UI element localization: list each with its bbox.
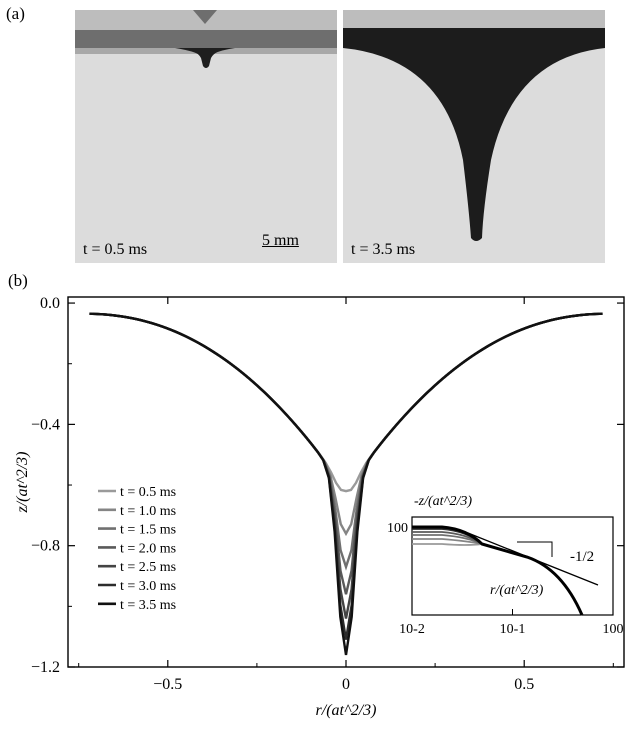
inset-chart: 10-2 10-1 100 100 -z/(at^2/3) r/(at^2/3) -1/2 [387, 494, 624, 637]
x-axis-label: r/(at^2/3) [316, 702, 377, 719]
y-tick-label: 0.0 [40, 295, 60, 312]
series-curve [121, 315, 571, 493]
panel-b-label: (b) [8, 271, 28, 290]
legend-label: t = 2.0 ms [120, 541, 176, 556]
legend-label: t = 1.0 ms [120, 504, 176, 519]
y-tick-label: −0.4 [31, 416, 60, 433]
legend-label: t = 1.5 ms [120, 523, 176, 538]
x-tick-label: 0 [342, 676, 350, 693]
scale-bar-label: 5 mm [262, 232, 299, 249]
main-chart: −0.5 0 0.5 0.0 −0.4 −0.8 −1.2 r/(at^2/3) z/(at^2… [14, 295, 625, 719]
inset-x-tick-label: 100 [603, 622, 624, 637]
inset-y-tick-label: 100 [387, 521, 408, 536]
photo-image-early [75, 10, 337, 263]
y-tick-label: −1.2 [31, 659, 60, 676]
photo-t-3-5ms: t = 3.5 ms [343, 10, 605, 263]
legend-label: t = 0.5 ms [120, 485, 176, 500]
series-curve [89, 312, 603, 656]
inset-y-label: -z/(at^2/3) [414, 494, 472, 509]
legend-label: t = 3.0 ms [120, 579, 176, 594]
y-tick-label: −0.8 [31, 538, 60, 555]
legend-label: t = 3.5 ms [120, 598, 176, 613]
inset-slope-label: -1/2 [570, 549, 594, 565]
inset-slope-line [467, 532, 599, 586]
y-axis-label: z/(at^2/3) [14, 452, 31, 514]
photo-time-label: t = 3.5 ms [351, 241, 416, 258]
legend-label: t = 2.5 ms [120, 560, 176, 575]
x-tick-label: 0.5 [514, 676, 534, 693]
inset-x-tick-label: 10-2 [399, 622, 425, 637]
inset-x-tick-label: 10-1 [500, 622, 526, 637]
panel-a-label: (a) [6, 4, 25, 23]
series-curve [110, 313, 582, 537]
photo-image-late [343, 10, 605, 263]
x-tick-label: −0.5 [153, 676, 182, 693]
inset-slope-triangle [517, 541, 553, 557]
photo-time-label: t = 0.5 ms [83, 241, 148, 258]
inset-frame [411, 516, 614, 616]
photo-t-0-5ms: t = 0.5 ms [75, 10, 337, 263]
inset-x-label: r/(at^2/3) [490, 583, 544, 598]
